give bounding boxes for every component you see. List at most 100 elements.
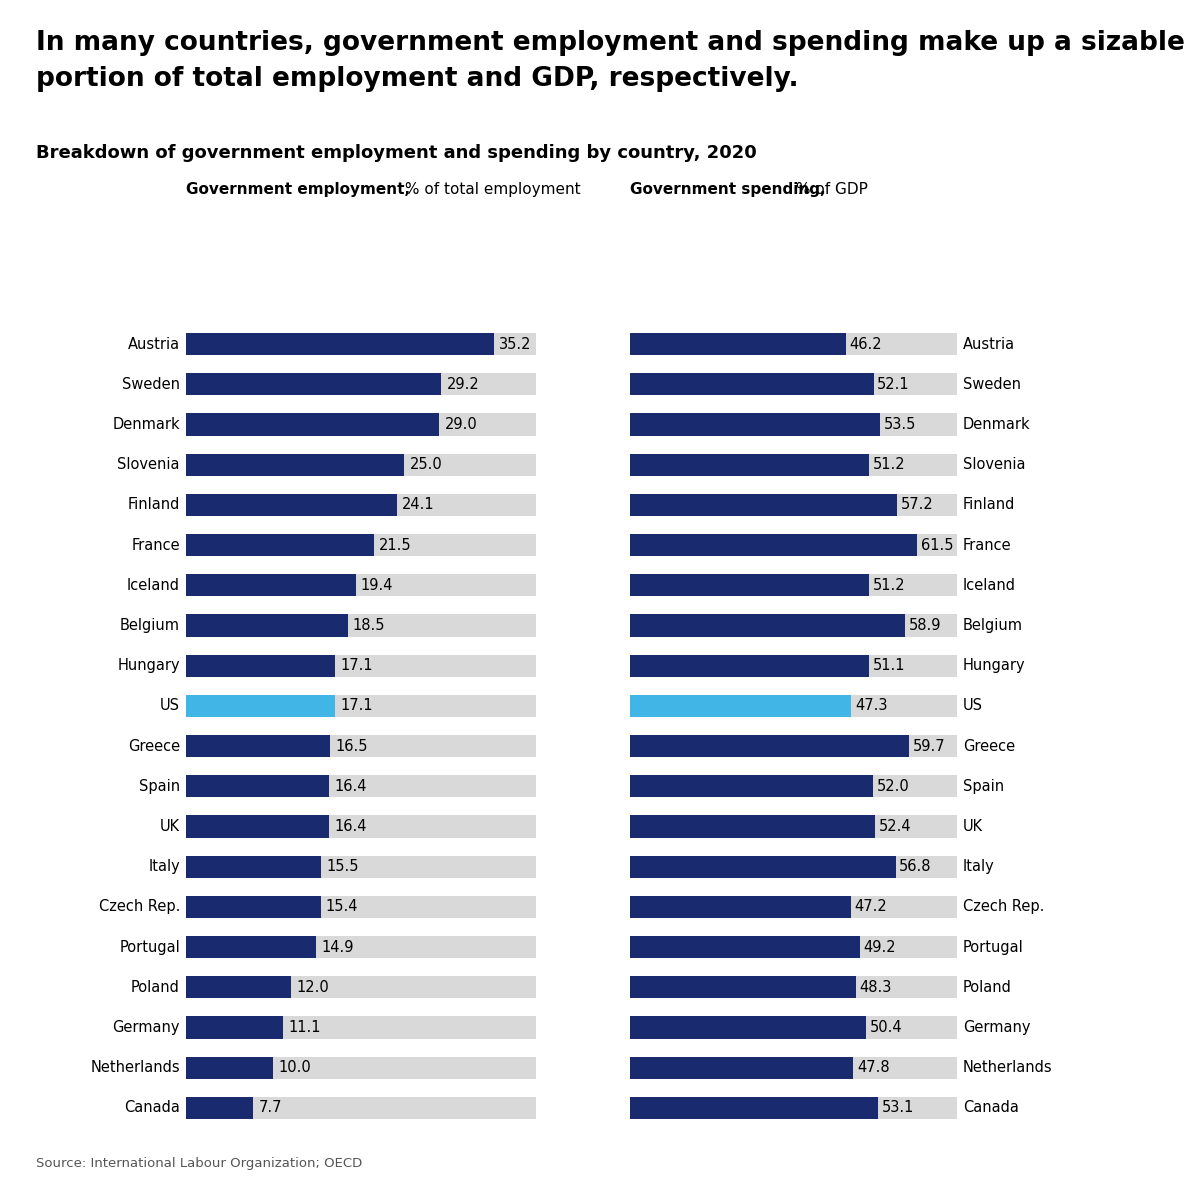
Text: 51.1: 51.1 — [872, 658, 905, 673]
Text: 16.5: 16.5 — [336, 738, 368, 754]
Bar — [186, 494, 535, 516]
Text: US: US — [160, 698, 180, 713]
Bar — [186, 655, 535, 677]
Text: Germany: Germany — [962, 1020, 1031, 1034]
Bar — [630, 856, 895, 877]
Text: Netherlands: Netherlands — [90, 1061, 180, 1075]
Text: Government employment,: Government employment, — [186, 182, 410, 197]
Text: 52.0: 52.0 — [877, 779, 910, 794]
Bar — [630, 1016, 958, 1038]
Bar — [630, 414, 958, 436]
Bar — [630, 1016, 865, 1038]
Text: 47.3: 47.3 — [854, 698, 887, 713]
Bar — [186, 414, 535, 436]
Text: Finland: Finland — [962, 497, 1015, 512]
Text: In many countries, government employment and spending make up a sizable: In many countries, government employment… — [36, 30, 1184, 56]
Bar — [186, 1016, 283, 1038]
Text: 14.9: 14.9 — [322, 940, 354, 955]
Text: 15.4: 15.4 — [326, 900, 359, 914]
Text: 47.8: 47.8 — [857, 1061, 890, 1075]
Text: 49.2: 49.2 — [864, 940, 896, 955]
Bar — [630, 736, 958, 757]
Bar — [186, 695, 535, 716]
Bar — [630, 575, 869, 596]
Text: Canada: Canada — [124, 1100, 180, 1116]
Bar — [186, 575, 535, 596]
Bar — [630, 775, 874, 797]
Bar — [186, 534, 374, 556]
Text: Greece: Greece — [962, 738, 1015, 754]
Text: 48.3: 48.3 — [859, 979, 892, 995]
Bar — [630, 1057, 958, 1079]
Bar — [630, 695, 958, 716]
Text: 35.2: 35.2 — [499, 336, 532, 352]
Text: Belgium: Belgium — [120, 618, 180, 634]
Bar — [630, 775, 958, 797]
Text: 61.5: 61.5 — [922, 538, 954, 552]
Bar — [630, 655, 958, 677]
Bar — [186, 454, 535, 475]
Text: 29.2: 29.2 — [446, 377, 479, 391]
Bar — [186, 896, 535, 918]
Bar — [186, 1016, 535, 1038]
Text: 15.5: 15.5 — [326, 859, 359, 874]
Bar — [186, 936, 317, 958]
Text: Source: International Labour Organization; OECD: Source: International Labour Organizatio… — [36, 1157, 362, 1170]
Text: Spain: Spain — [139, 779, 180, 794]
Text: % of GDP: % of GDP — [791, 182, 868, 197]
Text: 53.5: 53.5 — [884, 416, 916, 432]
Bar — [630, 334, 846, 355]
Bar — [630, 736, 910, 757]
Text: UK: UK — [160, 818, 180, 834]
Text: Hungary: Hungary — [962, 658, 1026, 673]
Text: 29.0: 29.0 — [445, 416, 478, 432]
Bar — [630, 655, 869, 677]
Bar — [630, 977, 958, 998]
Text: Portugal: Portugal — [962, 940, 1024, 955]
Bar — [186, 614, 535, 636]
Text: Slovenia: Slovenia — [118, 457, 180, 472]
Bar — [186, 373, 535, 395]
Bar — [630, 373, 874, 395]
Text: % of total employment: % of total employment — [400, 182, 581, 197]
Bar — [186, 1097, 253, 1118]
Bar — [630, 695, 851, 716]
Text: 51.2: 51.2 — [874, 457, 906, 472]
Text: 24.1: 24.1 — [402, 497, 434, 512]
Bar — [630, 936, 958, 958]
Bar — [630, 1057, 853, 1079]
Text: 7.7: 7.7 — [258, 1100, 282, 1116]
Bar — [630, 936, 860, 958]
Text: Italy: Italy — [148, 859, 180, 874]
Bar — [186, 775, 535, 797]
Text: Portugal: Portugal — [119, 940, 180, 955]
Text: Italy: Italy — [962, 859, 995, 874]
Text: 56.8: 56.8 — [899, 859, 931, 874]
Text: Poland: Poland — [131, 979, 180, 995]
Text: US: US — [962, 698, 983, 713]
Text: Poland: Poland — [962, 979, 1012, 995]
Bar — [186, 816, 329, 838]
Bar — [186, 614, 348, 636]
Bar — [186, 816, 535, 838]
Bar — [186, 695, 336, 716]
Text: 16.4: 16.4 — [335, 779, 367, 794]
Text: Netherlands: Netherlands — [962, 1061, 1052, 1075]
Text: Czech Rep.: Czech Rep. — [962, 900, 1044, 914]
Text: 47.2: 47.2 — [854, 900, 887, 914]
Text: 25.0: 25.0 — [409, 457, 443, 472]
Text: 59.7: 59.7 — [913, 738, 946, 754]
Bar — [186, 977, 290, 998]
Bar — [186, 373, 442, 395]
Bar — [186, 414, 439, 436]
Text: Finland: Finland — [127, 497, 180, 512]
Bar — [630, 534, 958, 556]
Bar — [630, 454, 958, 475]
Text: 53.1: 53.1 — [882, 1100, 914, 1116]
Bar — [630, 977, 856, 998]
Text: 52.4: 52.4 — [878, 818, 911, 834]
Bar — [186, 856, 535, 877]
Bar — [630, 614, 905, 636]
Text: portion of total employment and GDP, respectively.: portion of total employment and GDP, res… — [36, 66, 799, 92]
Text: 50.4: 50.4 — [869, 1020, 902, 1034]
